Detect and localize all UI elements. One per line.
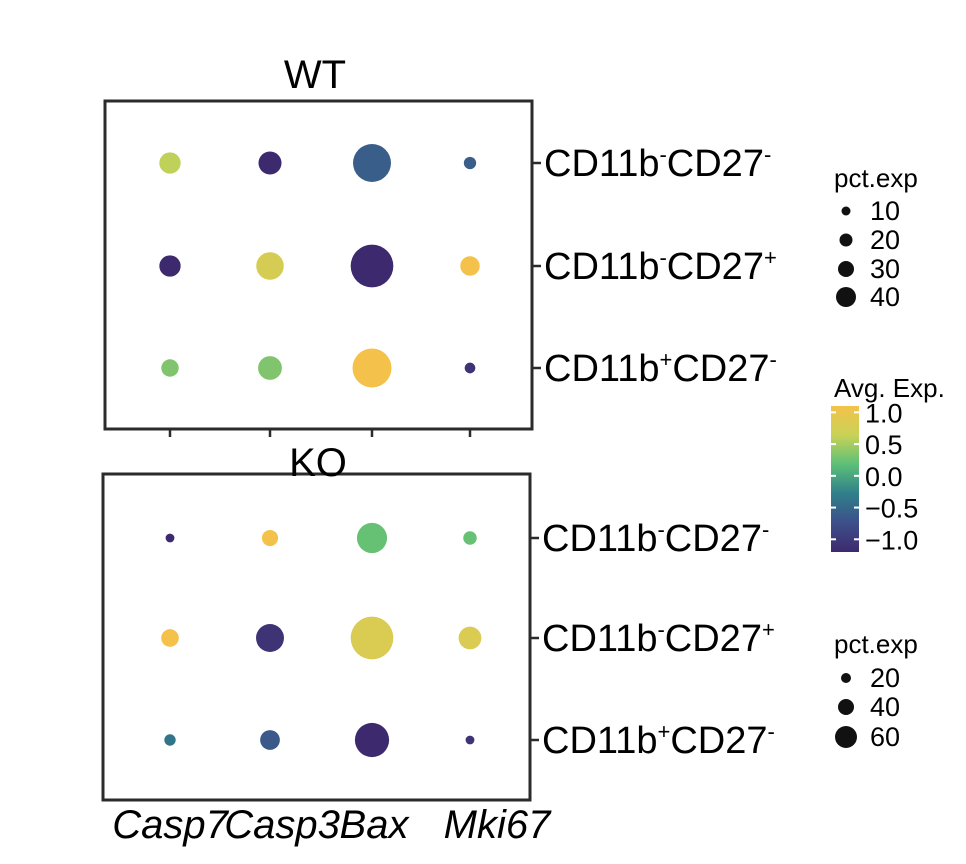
- size-legend-dot: [835, 726, 857, 748]
- size-legend-title: pct.exp: [834, 163, 918, 193]
- dot-ko-r1-casp3: [256, 624, 284, 652]
- dot-wt-r2-bax: [352, 348, 392, 388]
- row-label: CD11b+CD27-: [542, 719, 775, 762]
- colorbar-label: 1.0: [865, 398, 903, 428]
- size-legend-dot: [838, 261, 854, 277]
- size-legend-label: 40: [870, 692, 900, 722]
- row-label: CD11b-CD27+: [542, 617, 775, 660]
- dot-wt-r1-bax: [350, 244, 394, 288]
- size-legend-dot: [836, 287, 856, 307]
- size-legend-label: 20: [870, 663, 900, 693]
- size-legend-dot: [839, 233, 853, 247]
- size-legend-dot: [841, 206, 851, 216]
- gene-label-mki67: Mki67: [444, 803, 552, 847]
- dot-ko-r0-mki67: [463, 531, 477, 545]
- dot-wt-r1-casp7: [159, 255, 181, 277]
- row-label: CD11b-CD27-: [542, 517, 769, 560]
- panel-title: WT: [284, 53, 346, 97]
- color-legend: Avg. Exp.1.00.50.0−0.5−1.0: [831, 373, 945, 555]
- panel-wt: WT CD11b-CD27- CD11b-CD27+ CD11b+CD27-: [103, 53, 777, 437]
- panel-title: KO: [289, 441, 347, 485]
- dot-wt-r0-casp7: [159, 152, 181, 174]
- row-label: CD11b-CD27-: [544, 142, 771, 185]
- size-legend-label: 30: [870, 254, 900, 284]
- dot-ko-r2-casp7: [164, 734, 176, 746]
- colorbar: [831, 406, 859, 552]
- dot-ko-r2-casp3: [260, 730, 280, 750]
- row-label: CD11b+CD27-: [544, 347, 777, 390]
- dot-wt-r0-casp3: [258, 151, 282, 175]
- colorbar-label: 0.5: [865, 430, 903, 460]
- gene-label-bax: Bax: [340, 803, 411, 847]
- dot-ko-r2-mki67: [465, 735, 475, 745]
- dot-ko-r0-casp7: [165, 533, 175, 543]
- size-legend-title: pct.exp: [834, 629, 918, 659]
- color-legend-title: Avg. Exp.: [834, 373, 945, 403]
- dot-ko-r1-bax: [350, 616, 394, 660]
- dot-wt-r2-mki67: [464, 362, 476, 374]
- size-legend-label: 10: [870, 196, 900, 226]
- gene-label-casp7: Casp7: [112, 803, 229, 847]
- size-legend-label: 20: [870, 225, 900, 255]
- dot-wt-r2-casp7: [161, 359, 179, 377]
- dot-wt-r0-bax: [353, 144, 391, 182]
- dot-wt-r2-casp3: [258, 356, 282, 380]
- row-label: CD11b-CD27+: [544, 245, 777, 288]
- size-legend-label: 40: [870, 282, 900, 312]
- size-legend-dot: [841, 673, 851, 683]
- panel-ko: KO CD11b-CD27- CD11b-CD27+ CD11b+CD27-: [101, 441, 775, 802]
- colorbar-label: −1.0: [865, 525, 918, 555]
- size-legend-dot: [838, 699, 854, 715]
- dot-ko-r0-bax: [356, 522, 388, 554]
- dot-ko-r2-bax: [354, 722, 390, 758]
- size-legend-label: 60: [870, 722, 900, 752]
- dot-ko-r1-mki67: [458, 626, 482, 650]
- dot-ko-r0-casp3: [261, 529, 279, 547]
- dot-wt-r1-mki67: [460, 256, 480, 276]
- colorbar-label: −0.5: [865, 494, 918, 524]
- gene-label-casp3: Casp3: [224, 803, 340, 847]
- dot-wt-r1-casp3: [256, 252, 284, 280]
- dot-ko-r1-casp7: [161, 629, 179, 647]
- dot-wt-r0-mki67: [463, 156, 477, 170]
- colorbar-label: 0.0: [865, 462, 903, 492]
